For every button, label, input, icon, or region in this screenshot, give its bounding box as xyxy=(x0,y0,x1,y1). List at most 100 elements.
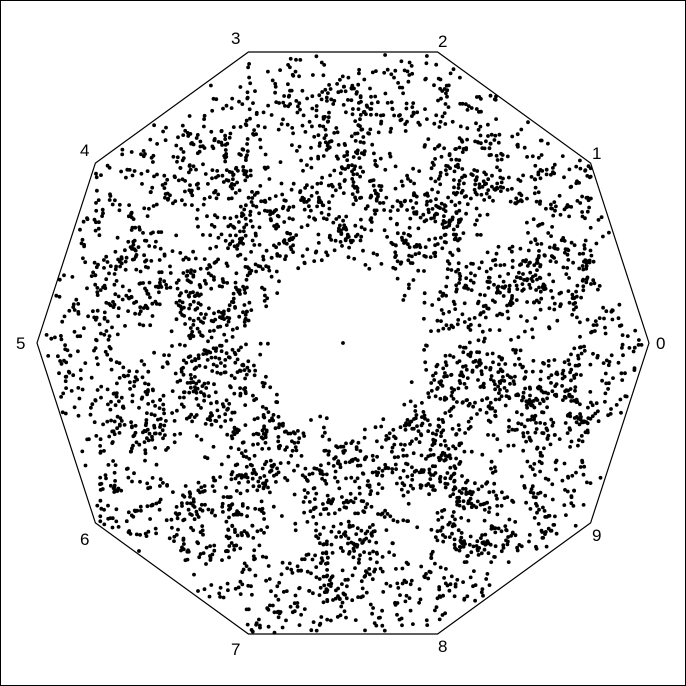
point xyxy=(561,154,565,158)
point xyxy=(69,354,73,358)
point xyxy=(161,365,165,369)
point xyxy=(450,532,454,536)
point xyxy=(230,524,234,528)
point xyxy=(468,317,472,321)
point xyxy=(227,320,231,324)
point xyxy=(488,195,492,199)
point xyxy=(102,266,106,270)
point xyxy=(359,235,363,239)
point xyxy=(203,484,207,488)
point xyxy=(515,275,519,279)
point xyxy=(406,177,410,181)
point xyxy=(566,476,570,480)
point xyxy=(266,70,270,74)
point xyxy=(465,126,469,130)
point xyxy=(494,117,498,121)
point xyxy=(389,241,393,245)
point xyxy=(134,431,138,435)
point xyxy=(473,316,477,320)
point xyxy=(495,314,499,318)
point xyxy=(285,445,289,449)
point xyxy=(313,497,317,501)
point xyxy=(135,440,139,444)
point xyxy=(507,425,511,429)
point xyxy=(458,102,462,106)
point xyxy=(395,613,399,617)
point xyxy=(396,259,400,263)
point xyxy=(500,158,504,162)
point xyxy=(117,306,121,310)
point xyxy=(221,510,225,514)
point xyxy=(531,154,535,158)
point xyxy=(443,240,447,244)
point xyxy=(289,57,293,61)
point xyxy=(408,217,412,221)
point xyxy=(149,259,153,263)
point xyxy=(170,526,174,530)
point xyxy=(227,455,231,459)
point xyxy=(391,107,395,111)
point xyxy=(77,312,81,316)
point xyxy=(568,168,572,172)
point xyxy=(381,417,385,421)
point xyxy=(402,469,406,473)
point xyxy=(380,624,384,628)
point xyxy=(81,388,85,392)
point xyxy=(480,372,484,376)
point xyxy=(496,158,500,162)
point xyxy=(264,441,268,445)
point xyxy=(478,358,482,362)
point xyxy=(452,472,456,476)
point xyxy=(99,396,103,400)
point xyxy=(483,508,487,512)
point xyxy=(460,167,464,171)
point xyxy=(74,298,78,302)
point xyxy=(250,524,254,528)
point xyxy=(258,353,262,357)
point xyxy=(481,330,485,334)
point xyxy=(551,424,555,428)
point xyxy=(546,231,550,235)
point xyxy=(515,287,519,291)
point xyxy=(531,467,535,471)
point xyxy=(220,233,224,237)
point xyxy=(215,364,219,368)
point xyxy=(551,421,555,425)
point xyxy=(479,125,483,129)
point xyxy=(246,137,250,141)
point xyxy=(460,531,464,535)
point xyxy=(409,609,413,613)
point xyxy=(144,451,148,455)
point xyxy=(333,476,337,480)
point xyxy=(461,401,465,405)
point xyxy=(250,628,254,632)
point xyxy=(473,274,477,278)
point xyxy=(329,139,333,143)
point xyxy=(402,403,406,407)
point xyxy=(578,346,582,350)
point xyxy=(370,102,374,106)
point xyxy=(257,211,261,215)
point xyxy=(497,363,501,367)
point xyxy=(473,183,477,187)
point xyxy=(337,530,341,534)
point xyxy=(270,464,274,468)
point xyxy=(323,479,327,483)
point xyxy=(545,405,549,409)
point xyxy=(242,213,246,217)
point xyxy=(275,393,279,397)
point xyxy=(426,577,430,581)
point xyxy=(232,392,236,396)
point xyxy=(336,480,340,484)
point xyxy=(114,520,118,524)
point xyxy=(209,411,213,415)
point xyxy=(403,294,407,298)
point xyxy=(381,469,385,473)
point xyxy=(181,493,185,497)
point xyxy=(154,240,158,244)
point xyxy=(511,531,515,535)
point xyxy=(325,96,329,100)
point xyxy=(301,124,305,128)
point xyxy=(506,316,510,320)
point xyxy=(405,174,409,178)
